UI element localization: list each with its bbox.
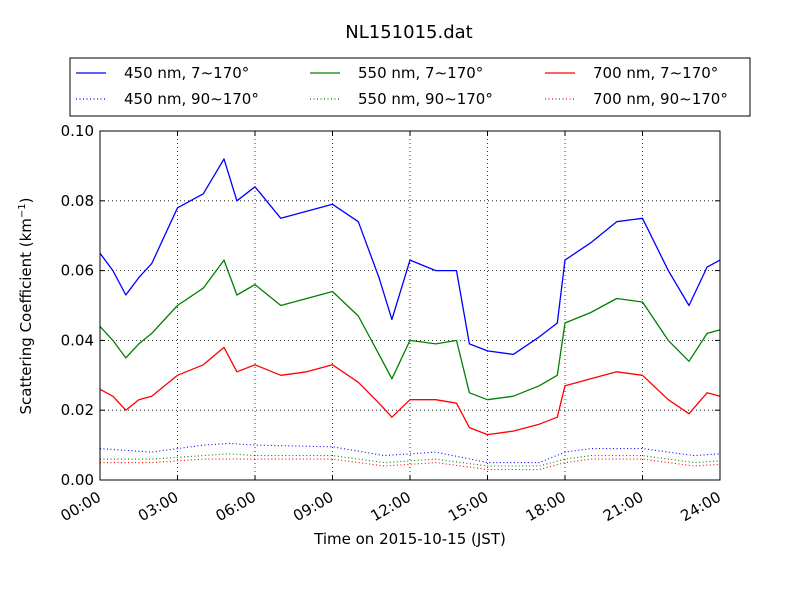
y-axis-label-group: Scattering Coefficient (km−1) bbox=[17, 197, 35, 414]
legend-label-3: 550 nm, 90∼170° bbox=[358, 90, 493, 108]
y-axis-label-superscript: −1 bbox=[17, 203, 28, 218]
grid-lines bbox=[100, 131, 720, 480]
x-axis-label: Time on 2015-10-15 (JST) bbox=[313, 530, 506, 548]
series-line-1 bbox=[99, 442, 721, 464]
legend-box bbox=[69, 57, 751, 117]
legend-label-2: 550 nm, 7∼170° bbox=[358, 64, 483, 82]
chart-title: NL151015.dat bbox=[345, 22, 472, 43]
series-line-3 bbox=[100, 453, 721, 467]
legend: 450 nm, 7∼170° 450 nm, 90∼170° 550 nm, 7∼1… bbox=[69, 57, 751, 117]
series-line-4 bbox=[99, 346, 721, 436]
y-axis-label-main: Scattering Coefficient (km bbox=[17, 218, 35, 414]
series-line-2 bbox=[99, 259, 721, 401]
y-tick-label: 0.08 bbox=[61, 192, 94, 210]
legend-label-0: 450 nm, 7∼170° bbox=[124, 64, 249, 82]
legend-label-4: 700 nm, 7∼170° bbox=[593, 64, 718, 82]
series-line-0 bbox=[99, 158, 721, 356]
y-tick-label: 0.02 bbox=[61, 401, 94, 419]
y-axis-label-tail: ) bbox=[17, 197, 35, 203]
y-tick-label: 0.04 bbox=[61, 331, 94, 349]
legend-label-5: 700 nm, 90∼170° bbox=[593, 90, 728, 108]
series-layer bbox=[99, 158, 721, 471]
series-line-5 bbox=[100, 458, 721, 471]
y-tick-label: 0.00 bbox=[61, 471, 94, 489]
y-tick-label: 0.06 bbox=[61, 262, 94, 280]
y-axis-label: Scattering Coefficient (km−1) bbox=[17, 197, 35, 414]
legend-label-1: 450 nm, 90∼170° bbox=[124, 90, 259, 108]
y-tick-label: 0.10 bbox=[61, 122, 94, 140]
